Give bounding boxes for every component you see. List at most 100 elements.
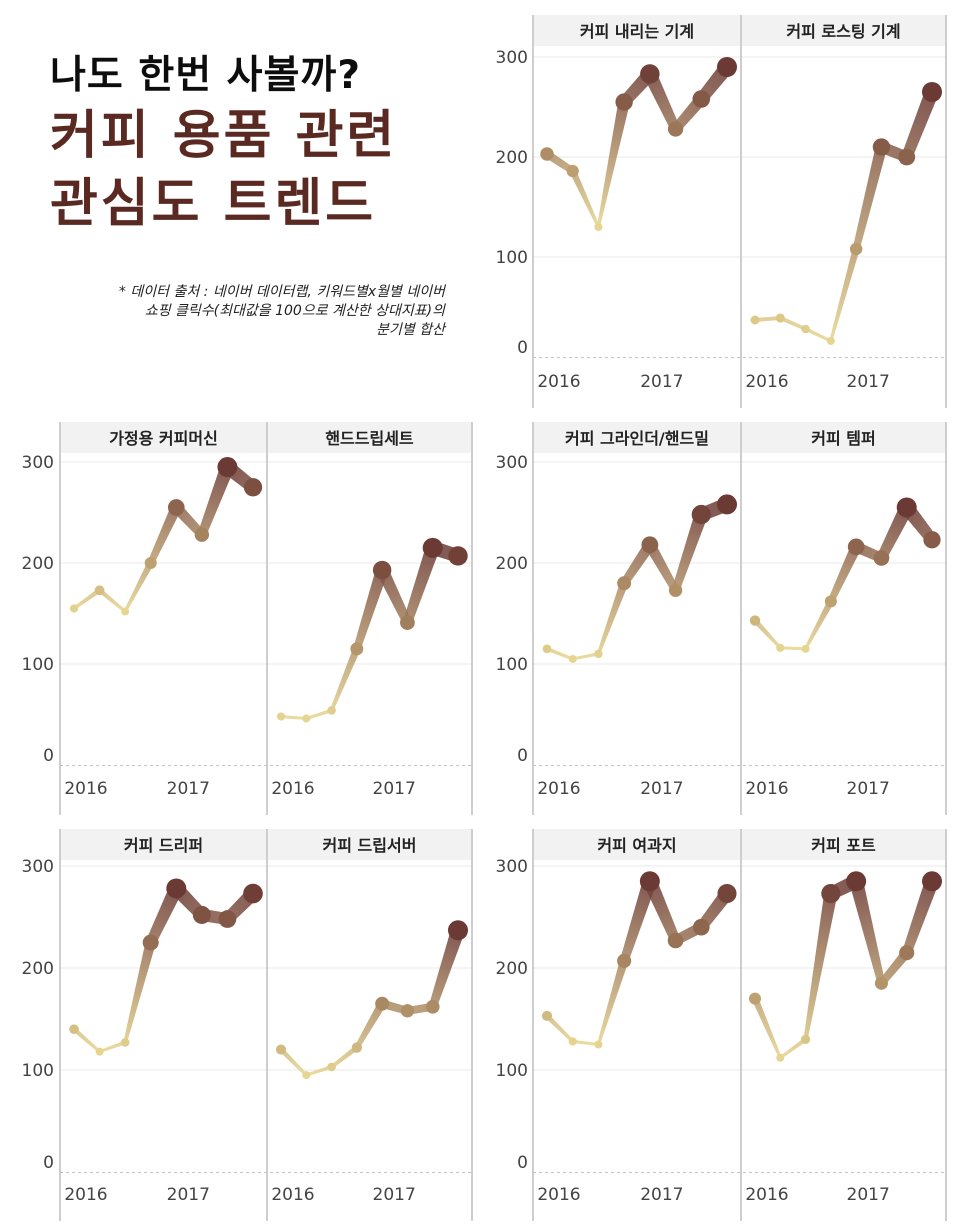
panel-header — [61, 422, 266, 453]
data-point[interactable] — [541, 1010, 553, 1021]
data-point[interactable] — [351, 1042, 362, 1053]
data-point[interactable] — [821, 883, 841, 904]
data-point[interactable] — [923, 531, 941, 549]
data-point[interactable] — [898, 148, 916, 166]
data-point[interactable] — [667, 121, 684, 137]
series-line-segment — [829, 248, 860, 342]
data-point[interactable] — [422, 537, 443, 558]
data-point[interactable] — [775, 313, 785, 323]
data-point[interactable] — [776, 643, 785, 652]
data-point[interactable] — [717, 883, 737, 904]
data-point[interactable] — [192, 905, 211, 924]
data-point[interactable] — [641, 536, 659, 554]
data-point[interactable] — [327, 1062, 336, 1072]
data-point[interactable] — [692, 918, 710, 936]
data-point[interactable] — [594, 649, 603, 659]
data-point[interactable] — [121, 607, 130, 616]
data-point[interactable] — [243, 883, 263, 904]
data-point[interactable] — [142, 934, 159, 951]
data-point[interactable] — [167, 499, 185, 516]
data-point[interactable] — [849, 242, 863, 256]
series-line-segment — [376, 567, 412, 625]
data-point[interactable] — [542, 644, 552, 654]
data-point[interactable] — [776, 1053, 785, 1062]
y-tick-label: 0 — [43, 1153, 54, 1173]
data-point[interactable] — [372, 560, 392, 580]
data-point[interactable] — [801, 644, 810, 653]
series-line-segment — [643, 71, 680, 132]
panel-header — [742, 829, 945, 860]
x-tick-label: 2017 — [640, 372, 683, 392]
data-point[interactable] — [750, 315, 760, 325]
data-point[interactable] — [243, 478, 263, 497]
data-point[interactable] — [667, 932, 684, 949]
data-point[interactable] — [218, 910, 237, 928]
x-tick-label: 2016 — [537, 372, 580, 392]
data-point[interactable] — [873, 550, 890, 566]
x-tick-label: 2016 — [64, 779, 107, 799]
data-point[interactable] — [748, 992, 762, 1005]
data-point[interactable] — [217, 457, 238, 478]
data-point[interactable] — [94, 585, 105, 596]
data-point[interactable] — [922, 82, 942, 102]
data-point[interactable] — [594, 1040, 603, 1049]
data-point[interactable] — [717, 494, 737, 515]
data-point[interactable] — [668, 583, 683, 597]
data-point[interactable] — [568, 654, 577, 663]
data-point[interactable] — [640, 64, 660, 84]
data-point[interactable] — [639, 871, 660, 892]
data-point[interactable] — [144, 556, 157, 570]
data-point[interactable] — [448, 920, 468, 941]
data-point[interactable] — [302, 714, 311, 723]
data-point[interactable] — [276, 712, 286, 721]
data-point[interactable] — [922, 871, 942, 892]
data-point[interactable] — [617, 953, 632, 968]
data-point[interactable] — [120, 1038, 130, 1047]
data-point[interactable] — [617, 576, 632, 591]
data-point[interactable] — [615, 93, 633, 111]
data-point[interactable] — [692, 90, 711, 108]
data-point[interactable] — [800, 1034, 811, 1045]
data-point[interactable] — [846, 871, 867, 892]
data-point[interactable] — [95, 1047, 104, 1056]
data-point[interactable] — [166, 878, 187, 899]
data-point[interactable] — [302, 1071, 311, 1080]
data-point[interactable] — [874, 976, 888, 990]
data-point[interactable] — [540, 147, 554, 161]
data-point[interactable] — [69, 1024, 79, 1035]
data-point[interactable] — [899, 945, 915, 961]
title-line-3: 관심도 트렌드 — [50, 174, 377, 234]
data-point[interactable] — [568, 1037, 577, 1046]
series-line-segment — [849, 879, 886, 985]
series-line-segment — [852, 145, 888, 250]
data-point[interactable] — [896, 497, 917, 518]
data-point[interactable] — [327, 706, 336, 715]
data-point[interactable] — [691, 504, 711, 525]
data-point[interactable] — [350, 642, 364, 656]
data-point[interactable] — [594, 223, 603, 231]
data-point[interactable] — [400, 615, 415, 630]
data-point[interactable] — [69, 604, 79, 613]
data-point[interactable] — [824, 595, 837, 608]
panel-title: 커피 여과지 — [597, 836, 676, 855]
panel-header — [534, 829, 740, 860]
data-point[interactable] — [425, 999, 440, 1014]
data-point[interactable] — [749, 615, 761, 626]
data-point[interactable] — [566, 164, 579, 178]
series-line-segment — [123, 561, 154, 613]
data-point[interactable] — [275, 1044, 287, 1055]
data-point[interactable] — [400, 1004, 415, 1018]
data-point[interactable] — [826, 337, 835, 345]
data-point[interactable] — [375, 996, 390, 1011]
y-tick-label: 300 — [496, 857, 528, 877]
data-point[interactable] — [801, 324, 810, 334]
x-tick-label: 2017 — [847, 372, 890, 392]
x-tick-label: 2016 — [537, 779, 580, 799]
data-point[interactable] — [847, 538, 865, 556]
data-point[interactable] — [194, 527, 210, 542]
series-line-segment — [779, 1037, 807, 1059]
data-point[interactable] — [717, 57, 737, 77]
data-point[interactable] — [872, 138, 891, 156]
x-tick-label: 2016 — [745, 779, 788, 799]
data-point[interactable] — [448, 546, 468, 566]
